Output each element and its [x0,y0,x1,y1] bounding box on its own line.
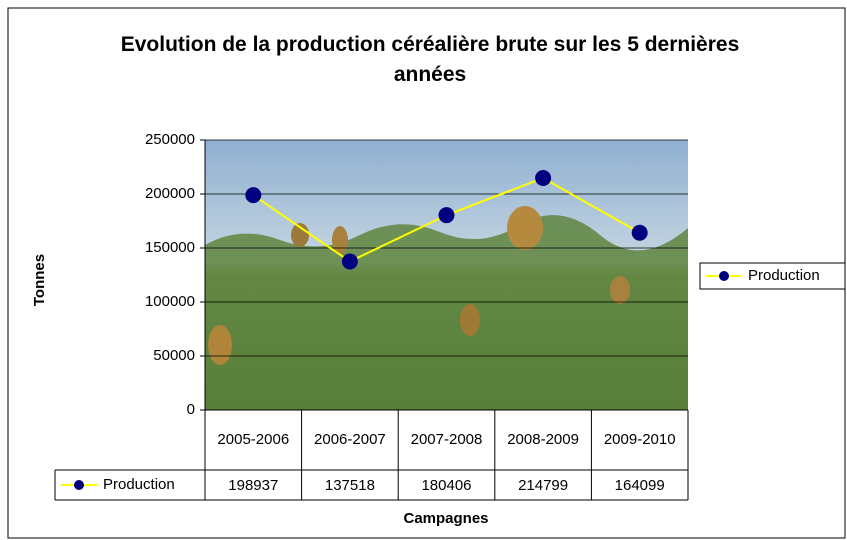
data-point [632,225,648,241]
y-tick-label: 0 [187,401,195,418]
x-axis-label: Campagnes [403,510,488,527]
y-tick-label: 250000 [145,131,195,148]
legend-label: Production [103,476,175,493]
data-point [439,207,455,223]
legend-marker [719,271,729,281]
legend-label: Production [748,267,820,284]
table-value: 198937 [228,477,278,494]
x-tick-label: 2008-2009 [507,431,579,448]
chart-page: Tonnes Campagnes 0 50000 100000 150000 20000… [0,0,847,540]
x-tick-label: 2005-2006 [217,431,289,448]
y-axis-label: Tonnes [31,254,48,306]
table-value: 214799 [518,477,568,494]
data-point [245,187,261,203]
y-tick-label: 200000 [145,185,195,202]
table-value: 137518 [325,477,375,494]
y-tick-label: 50000 [153,347,195,364]
y-tick-label: 100000 [145,293,195,310]
x-tick-label: 2007-2008 [411,431,483,448]
plot-background [205,140,688,410]
data-point [342,253,358,269]
x-tick-label: 2009-2010 [604,431,676,448]
table-value: 164099 [615,477,665,494]
table-value: 180406 [421,477,471,494]
x-tick-label: 2006-2007 [314,431,386,448]
legend-marker [74,480,84,490]
y-tick-label: 150000 [145,239,195,256]
chart-title: Evolution de la production céréalière br… [110,30,750,90]
data-point [535,170,551,186]
